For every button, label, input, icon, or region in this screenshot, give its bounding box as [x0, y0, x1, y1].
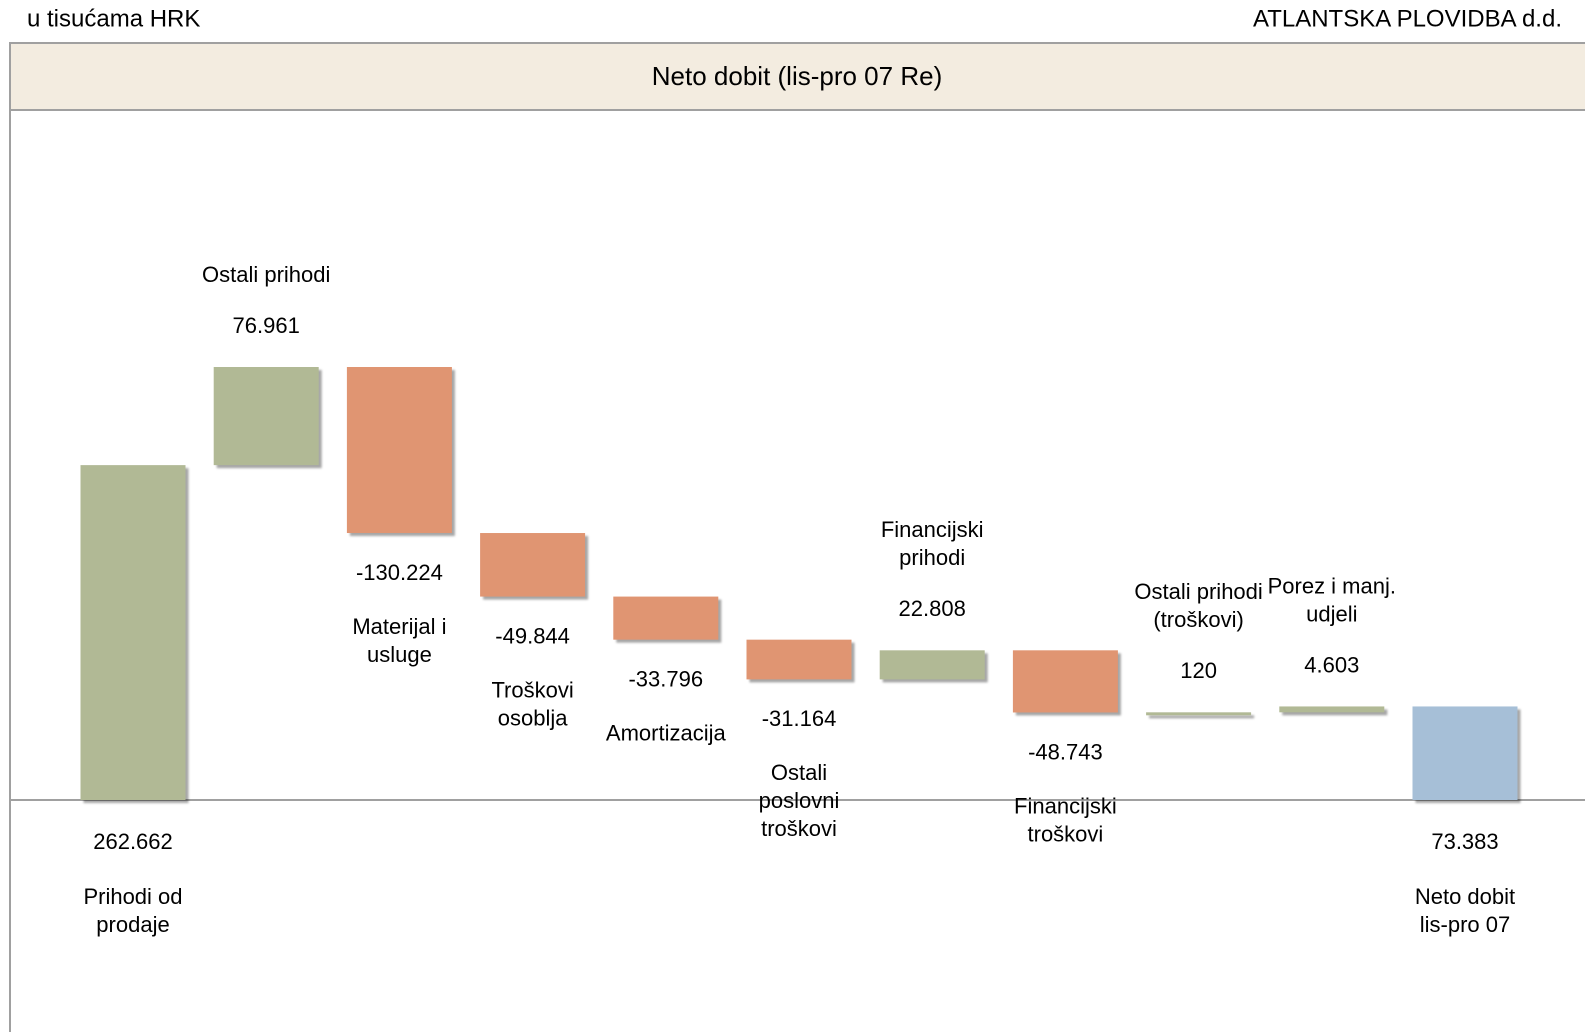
category-label: lis-pro 07 [1420, 912, 1510, 937]
chart-frame [9, 42, 1585, 1032]
category-label: Porez i manj. [1268, 573, 1396, 598]
category-label: Amortizacija [606, 720, 727, 745]
bar [613, 596, 719, 640]
header-right: ATLANTSKA PLOVIDBA d.d. [1253, 5, 1562, 32]
bar [213, 367, 319, 466]
category-label: troškovi [761, 816, 837, 841]
value-label: 4.603 [1304, 652, 1359, 677]
category-label: prodaje [96, 912, 169, 937]
value-label: 73.383 [1431, 829, 1498, 854]
category-label: usluge [367, 642, 432, 667]
category-label: prihodi [899, 545, 965, 570]
category-label: Troškovi [491, 677, 573, 702]
category-label: osoblja [498, 705, 568, 730]
value-label: -33.796 [628, 666, 703, 691]
category-label: troškovi [1028, 821, 1104, 846]
bar [879, 650, 985, 680]
bar [1146, 712, 1252, 716]
title-band [9, 42, 1585, 111]
value-label: 262.662 [93, 829, 173, 854]
value-label: -130.224 [356, 560, 443, 585]
bar [746, 639, 852, 680]
chart-title: Neto dobit (lis-pro 07 Re) [652, 61, 942, 91]
category-label: Financijski [881, 517, 984, 542]
value-label: -48.743 [1028, 739, 1103, 764]
category-label: (troškovi) [1153, 607, 1243, 632]
category-label: Neto dobit [1415, 884, 1515, 909]
header-left: u tisućama HRK [27, 5, 200, 32]
category-label: Materijal i [352, 614, 446, 639]
category-label: Financijski [1014, 793, 1117, 818]
category-label: poslovni [759, 788, 840, 813]
value-label: 22.808 [899, 596, 966, 621]
value-label: 120 [1180, 658, 1217, 683]
bar [1279, 706, 1385, 713]
category-label: Prihodi od [83, 884, 182, 909]
bar [1012, 650, 1118, 713]
bar [346, 367, 452, 534]
value-label: 76.961 [233, 313, 300, 338]
category-label: Ostali prihodi [202, 262, 330, 287]
bar [480, 533, 586, 597]
bar [1412, 706, 1518, 800]
category-label: Ostali prihodi [1134, 579, 1262, 604]
value-label: -31.164 [762, 706, 837, 731]
category-label: Ostali [771, 760, 827, 785]
value-label: -49.844 [495, 623, 570, 648]
bar [80, 465, 186, 800]
category-label: udjeli [1306, 601, 1357, 626]
